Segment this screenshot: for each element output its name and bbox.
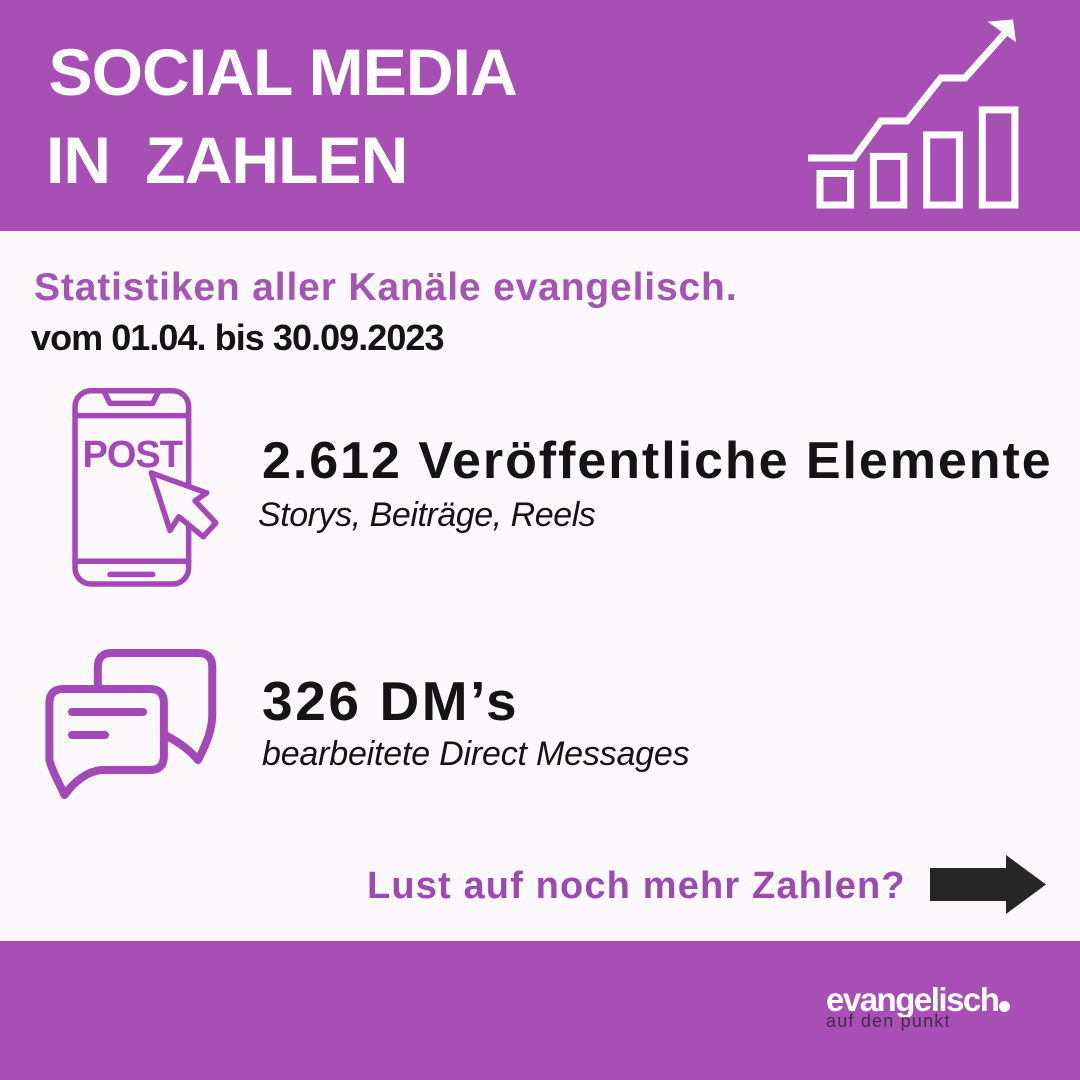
svg-text:POST: POST [83, 434, 183, 476]
